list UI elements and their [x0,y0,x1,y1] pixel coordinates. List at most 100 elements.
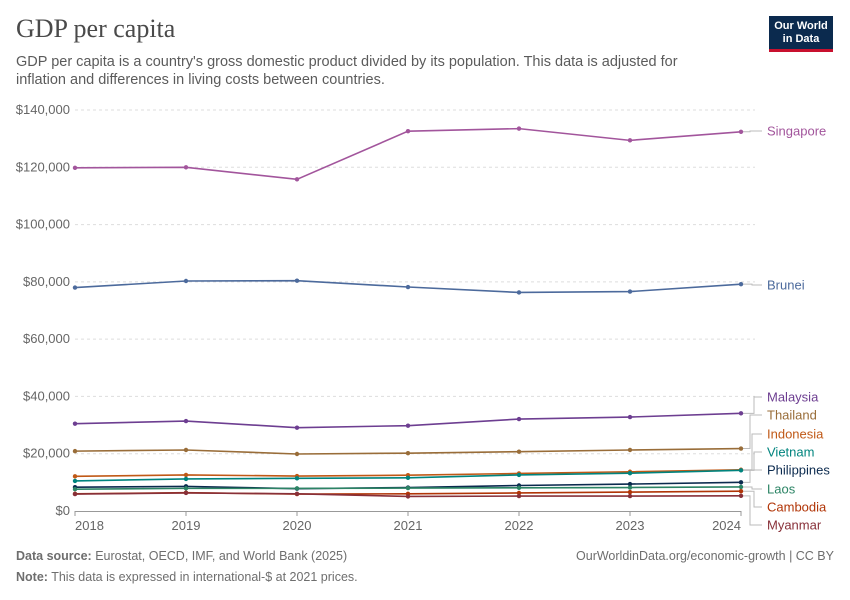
x-tick-label: 2020 [283,518,312,533]
data-point [516,126,522,131]
data-point [627,489,633,495]
data-point [405,494,411,499]
x-tick-label: 2019 [172,518,201,533]
data-point [738,484,744,490]
series-label[interactable]: Cambodia [767,500,827,515]
series-label[interactable]: Singapore [767,124,826,139]
data-point [72,285,78,290]
data-point [516,416,522,422]
data-point [183,278,189,284]
data-point [72,448,78,454]
data-point [738,411,744,416]
connector-line [743,433,762,471]
data-point [627,447,633,453]
legend-connectors [743,130,762,526]
source-label: Data source: [16,549,92,563]
data-point [738,480,744,485]
data-point [738,446,744,451]
connector-line [743,396,762,414]
footer-url[interactable]: OurWorldinData.org/economic-growth | CC … [576,549,834,563]
data-point [516,472,522,478]
x-tick-label: 2023 [616,518,645,533]
data-point [627,470,633,476]
connector-line [743,469,762,483]
y-tick-label: $60,000 [23,331,70,346]
data-point [405,423,411,428]
logo-line-1: Our World [774,20,828,32]
chart-subtitle: GDP per capita is a country's gross dome… [16,54,678,88]
data-point [72,474,78,479]
data-point [72,487,78,492]
note-text: This data is expressed in international-… [51,570,358,584]
data-point [183,476,189,482]
data-point [294,491,300,497]
y-tick-label: $140,000 [16,102,70,117]
data-point [738,281,744,287]
y-tick-label: $0 [56,503,70,518]
data-point [72,491,78,497]
data-point [294,476,300,481]
logo-line-2: in Data [782,33,820,45]
series-label[interactable]: Myanmar [767,518,822,533]
data-point [72,165,78,171]
series-label[interactable]: Philippines [767,463,830,478]
data-point [405,485,411,491]
series-label[interactable]: Thailand [767,408,817,423]
connector-line [743,486,762,490]
source-text: Eurostat, OECD, IMF, and World Bank (202… [95,549,348,563]
series-label[interactable]: Indonesia [767,427,824,442]
data-point [738,468,744,473]
x-axis: 2018 2019 2020 2021 2022 2023 2024 [74,511,742,533]
data-point [405,284,411,290]
data-point [294,278,300,283]
data-point [627,289,633,294]
data-point [294,177,300,182]
x-tick-label: 2018 [75,518,104,533]
y-tick-label: $40,000 [23,388,70,403]
owid-logo[interactable]: Our World in Data [769,16,833,52]
x-tick-label: 2024 [712,518,741,533]
data-point [627,138,633,143]
y-tick-label: $20,000 [23,446,70,461]
y-tick-label: $100,000 [16,217,70,232]
data-point [738,129,744,134]
data-point [516,493,522,499]
series-labels[interactable]: Singapore Brunei Malaysia Thailand Indonesia… [767,124,830,533]
footer-note: Note: This data is expressed in internat… [16,570,358,584]
data-point [72,478,78,484]
data-point [294,486,300,491]
series-lines [74,127,742,498]
connector-line [743,130,762,133]
series-label[interactable]: Malaysia [767,390,819,405]
data-point [516,490,522,496]
series-label[interactable]: Brunei [767,278,805,293]
series-label[interactable]: Vietnam [767,445,814,460]
data-point [627,414,633,420]
connector-line [743,414,762,450]
data-point [405,128,411,134]
connector-line [743,490,762,508]
data-point [183,472,189,478]
data-point [183,447,189,453]
data-point [72,421,78,426]
connector-line [743,451,762,471]
data-point [738,493,744,499]
data-point [627,481,633,487]
data-point [183,490,189,496]
data-point [405,475,411,480]
data-point [183,486,189,491]
series-label[interactable]: Laos [767,482,796,497]
series-points [72,126,744,499]
data-point [738,489,744,494]
y-tick-label: $120,000 [16,159,70,174]
x-tick-label: 2021 [394,518,423,533]
footer-source: Data source: Eurostat, OECD, IMF, and Wo… [16,549,347,563]
y-axis-tick-labels: $0 $20,000 $40,000 $60,000 $80,000 $100,000 $1… [16,102,70,518]
data-point [627,485,633,490]
data-point [294,425,300,430]
data-point [627,493,633,499]
x-tick-label: 2022 [505,518,534,533]
data-point [183,165,189,170]
connector-line [743,283,762,286]
